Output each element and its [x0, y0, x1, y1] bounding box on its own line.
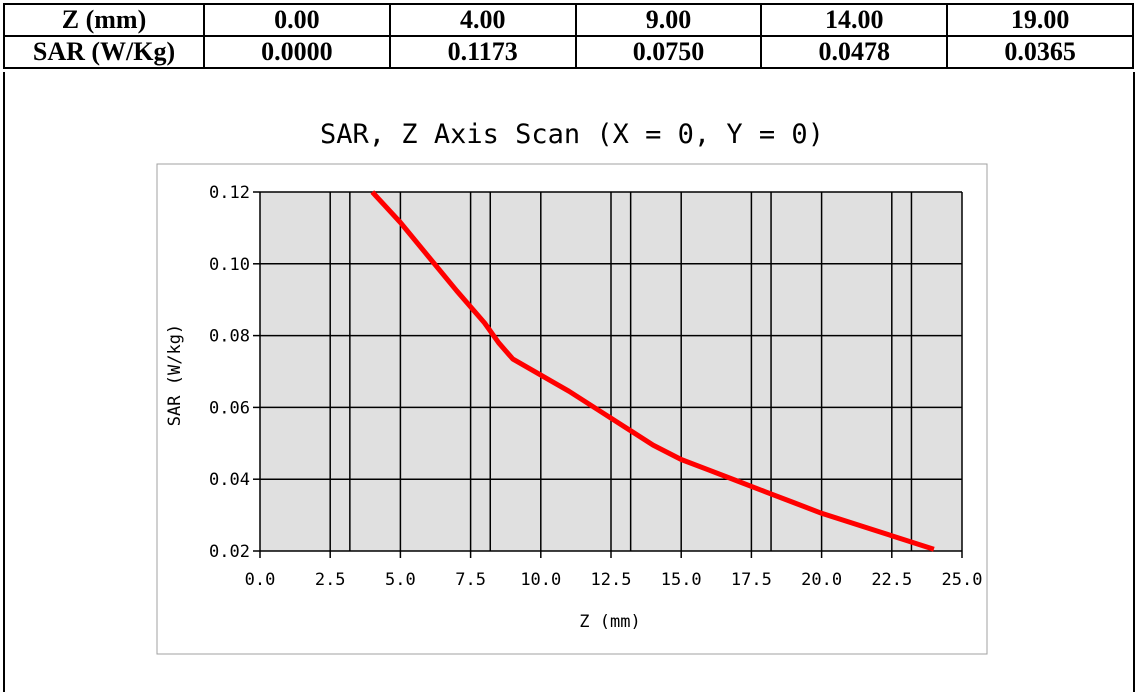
row-header: SAR (W/Kg) — [3, 35, 205, 69]
y-tick-label: 0.04 — [209, 470, 250, 490]
table-cell: 9.00 — [574, 3, 763, 37]
x-tick-label: 17.5 — [731, 570, 772, 590]
x-tick-label: 20.0 — [801, 570, 842, 590]
table-cell: 0.00 — [203, 3, 391, 37]
table-cell: 0.0000 — [203, 35, 391, 69]
x-tick-label: 0.0 — [245, 570, 276, 590]
x-tick-label: 25.0 — [942, 570, 983, 590]
y-axis: 0.02 0.04 0.06 0.08 0.10 0.12 — [209, 183, 260, 562]
x-tick-label: 5.0 — [385, 570, 416, 590]
table-row: Z (mm) 0.00 4.00 9.00 14.00 19.00 — [3, 3, 1134, 37]
y-tick-label: 0.10 — [209, 255, 250, 275]
table-row: SAR (W/Kg) 0.0000 0.1173 0.0750 0.0478 0… — [3, 35, 1134, 69]
plot-area — [259, 190, 963, 552]
sar-series-line — [370, 190, 935, 552]
chart-panel — [156, 163, 988, 655]
table-cell: 0.0750 — [574, 35, 763, 69]
chart-title: SAR, Z Axis Scan (X = 0, Y = 0) — [320, 119, 824, 150]
y-tick-label: 0.08 — [209, 327, 250, 347]
y-tick-label: 0.12 — [209, 183, 250, 203]
row-header: Z (mm) — [3, 3, 205, 37]
x-tick-label: 7.5 — [455, 570, 486, 590]
x-axis-label: Z (mm) — [579, 612, 640, 632]
table-cell: 19.00 — [946, 3, 1134, 37]
x-tick-label: 10.0 — [520, 570, 561, 590]
y-tick-label: 0.02 — [209, 542, 250, 562]
y-tick-label: 0.06 — [209, 398, 250, 418]
x-axis: 0.0 2.5 5.0 7.5 10.0 12.5 15.0 17.5 20.0 22.5 25.0 — [245, 551, 983, 590]
chart-frame — [3, 72, 1135, 692]
x-tick-label: 22.5 — [871, 570, 912, 590]
y-axis-label: SAR (W/kg) — [165, 324, 185, 426]
x-tick-label: 15.0 — [661, 570, 702, 590]
table-cell: 0.0365 — [946, 35, 1134, 69]
table-cell: 0.1173 — [388, 35, 577, 69]
table-cell: 4.00 — [388, 3, 577, 37]
x-tick-label: 2.5 — [315, 570, 346, 590]
sar-data-table: Z (mm) 0.00 4.00 9.00 14.00 19.00 SAR (W… — [3, 3, 1134, 69]
x-tick-label: 12.5 — [591, 570, 632, 590]
table-cell: 0.0478 — [760, 35, 949, 69]
table-cell: 14.00 — [760, 3, 949, 37]
